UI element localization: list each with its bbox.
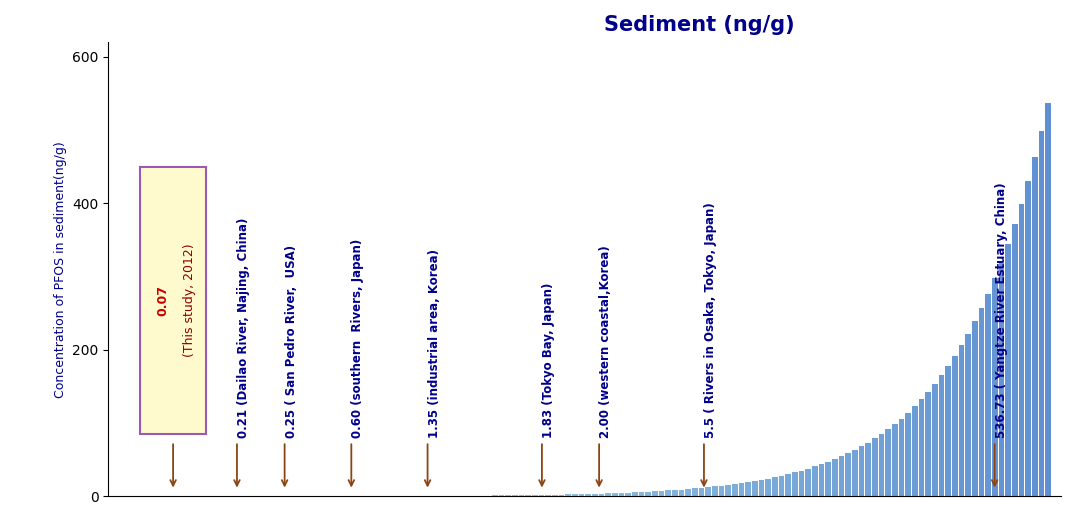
Bar	[905, 412, 911, 496]
Bar	[692, 488, 697, 496]
Bar	[559, 495, 564, 496]
Bar	[1032, 157, 1038, 496]
Bar	[552, 495, 558, 496]
Bar	[971, 322, 978, 496]
Bar	[565, 494, 571, 496]
Bar	[838, 456, 845, 496]
Bar	[705, 487, 710, 496]
Bar	[719, 486, 725, 496]
Bar	[986, 294, 991, 496]
Bar	[532, 495, 537, 496]
Bar	[652, 491, 657, 496]
Bar	[1005, 243, 1010, 496]
Bar	[999, 261, 1004, 496]
Bar	[525, 495, 531, 496]
Text: 536.73 ( Yangtze River Estuary, China): 536.73 ( Yangtze River Estuary, China)	[994, 182, 1007, 438]
Bar	[726, 485, 731, 496]
Bar	[572, 494, 577, 496]
Bar	[745, 482, 751, 496]
Bar	[679, 489, 684, 496]
Y-axis label: Concentration of PFOS in sediment(ng/g): Concentration of PFOS in sediment(ng/g)	[54, 141, 67, 398]
Bar	[912, 406, 917, 496]
Bar	[699, 488, 704, 496]
Bar	[1045, 103, 1051, 496]
Bar	[979, 308, 984, 496]
Bar	[992, 278, 997, 496]
Bar	[632, 492, 638, 496]
Bar	[779, 476, 784, 496]
Bar	[546, 495, 551, 496]
Bar	[772, 477, 778, 496]
Bar	[931, 384, 938, 496]
Bar	[665, 491, 671, 496]
Text: 0.21 (Dailao River, Najing, China): 0.21 (Dailao River, Najing, China)	[237, 218, 250, 438]
Bar	[918, 399, 924, 496]
Text: 0.07: 0.07	[157, 285, 170, 316]
Bar	[645, 492, 651, 496]
Bar	[519, 495, 524, 496]
Bar	[798, 470, 805, 496]
Bar	[852, 450, 858, 496]
Bar	[925, 392, 931, 496]
Bar	[832, 459, 837, 496]
Bar	[892, 424, 898, 496]
Bar	[812, 466, 818, 496]
Bar	[625, 493, 631, 496]
Bar	[732, 484, 738, 496]
Bar	[498, 495, 505, 496]
Bar	[899, 419, 904, 496]
Bar	[492, 495, 498, 496]
Bar	[506, 495, 511, 496]
Bar	[639, 492, 644, 496]
Bar	[958, 345, 964, 496]
Text: 0.60 (southern  Rivers, Japan): 0.60 (southern Rivers, Japan)	[351, 239, 364, 438]
Bar	[140, 167, 207, 434]
Text: 5.5 ( Rivers in Osaka, Tokyo, Japan): 5.5 ( Rivers in Osaka, Tokyo, Japan)	[704, 202, 717, 438]
Bar	[952, 356, 957, 496]
Bar	[1018, 203, 1025, 496]
Bar	[1039, 131, 1044, 496]
Bar	[792, 473, 797, 496]
Bar	[671, 490, 678, 496]
Bar	[712, 486, 718, 496]
Bar	[739, 483, 744, 496]
Title: Sediment (ng/g): Sediment (ng/g)	[604, 15, 795, 35]
Bar	[658, 491, 664, 496]
Bar	[686, 489, 691, 496]
Bar	[878, 434, 884, 496]
Bar	[785, 474, 791, 496]
Bar	[872, 438, 877, 496]
Bar	[758, 480, 765, 496]
Bar	[885, 429, 891, 496]
Bar	[612, 493, 617, 496]
Text: 2.00 (western coastal,Korea): 2.00 (western coastal,Korea)	[599, 245, 612, 438]
Text: 0.25 ( San Pedro River,  USA): 0.25 ( San Pedro River, USA)	[285, 244, 298, 438]
Text: 1.83 (Tokyo Bay, Japan): 1.83 (Tokyo Bay, Japan)	[542, 282, 554, 438]
Bar	[965, 334, 970, 496]
Bar	[806, 469, 811, 496]
Bar	[538, 495, 545, 496]
Bar	[1026, 181, 1031, 496]
Bar	[766, 478, 771, 496]
Bar	[752, 481, 758, 496]
Bar	[865, 442, 871, 496]
Bar	[845, 453, 851, 496]
Bar	[618, 493, 624, 496]
Bar	[578, 494, 585, 496]
Bar	[605, 493, 611, 496]
Bar	[1012, 224, 1018, 496]
Text: 1.35 (industrial area, Korea): 1.35 (industrial area, Korea)	[428, 249, 441, 438]
Bar	[585, 494, 591, 496]
Bar	[945, 366, 951, 496]
Bar	[825, 462, 831, 496]
Bar	[592, 494, 598, 496]
Bar	[819, 464, 824, 496]
Bar	[859, 446, 864, 496]
Bar	[512, 495, 518, 496]
Bar	[939, 375, 944, 496]
Bar	[599, 494, 604, 496]
Text: (This study, 2012): (This study, 2012)	[183, 243, 196, 357]
